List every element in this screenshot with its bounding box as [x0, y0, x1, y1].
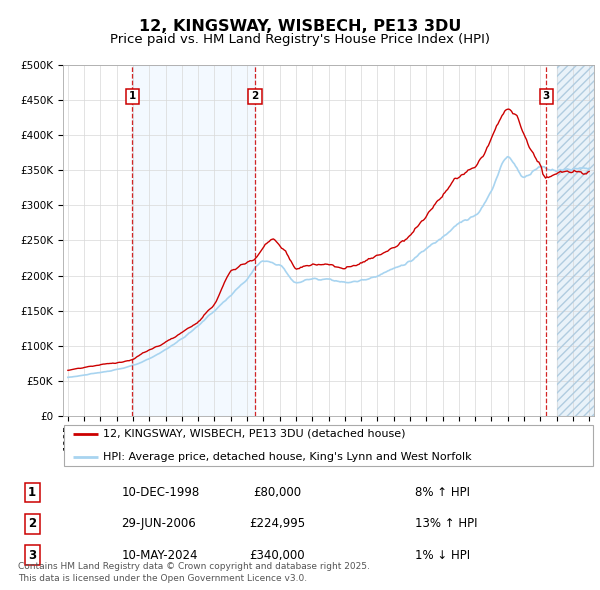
Text: 1: 1 [128, 91, 136, 101]
Bar [557, 65, 594, 416]
Text: Contains HM Land Registry data © Crown copyright and database right 2025.
This d: Contains HM Land Registry data © Crown c… [18, 562, 370, 583]
Text: 8% ↑ HPI: 8% ↑ HPI [415, 486, 470, 499]
Text: 12, KINGSWAY, WISBECH, PE13 3DU (detached house): 12, KINGSWAY, WISBECH, PE13 3DU (detache… [103, 429, 406, 438]
Text: 1: 1 [28, 486, 36, 499]
Text: £340,000: £340,000 [249, 549, 305, 562]
Text: 10-MAY-2024: 10-MAY-2024 [121, 549, 198, 562]
Text: 2: 2 [251, 91, 259, 101]
Text: 12, KINGSWAY, WISBECH, PE13 3DU: 12, KINGSWAY, WISBECH, PE13 3DU [139, 19, 461, 34]
Text: 10-DEC-1998: 10-DEC-1998 [121, 486, 200, 499]
Text: Price paid vs. HM Land Registry's House Price Index (HPI): Price paid vs. HM Land Registry's House … [110, 33, 490, 46]
Text: 3: 3 [28, 549, 36, 562]
Text: 13% ↑ HPI: 13% ↑ HPI [415, 517, 478, 530]
Bar [557, 65, 594, 416]
FancyBboxPatch shape [64, 425, 593, 466]
Text: 1% ↓ HPI: 1% ↓ HPI [415, 549, 470, 562]
Text: £224,995: £224,995 [249, 517, 305, 530]
Bar [132, 65, 255, 416]
Text: 29-JUN-2006: 29-JUN-2006 [121, 517, 196, 530]
Text: 3: 3 [542, 91, 550, 101]
Text: 2: 2 [28, 517, 36, 530]
Text: £80,000: £80,000 [253, 486, 301, 499]
Text: HPI: Average price, detached house, King's Lynn and West Norfolk: HPI: Average price, detached house, King… [103, 452, 472, 461]
